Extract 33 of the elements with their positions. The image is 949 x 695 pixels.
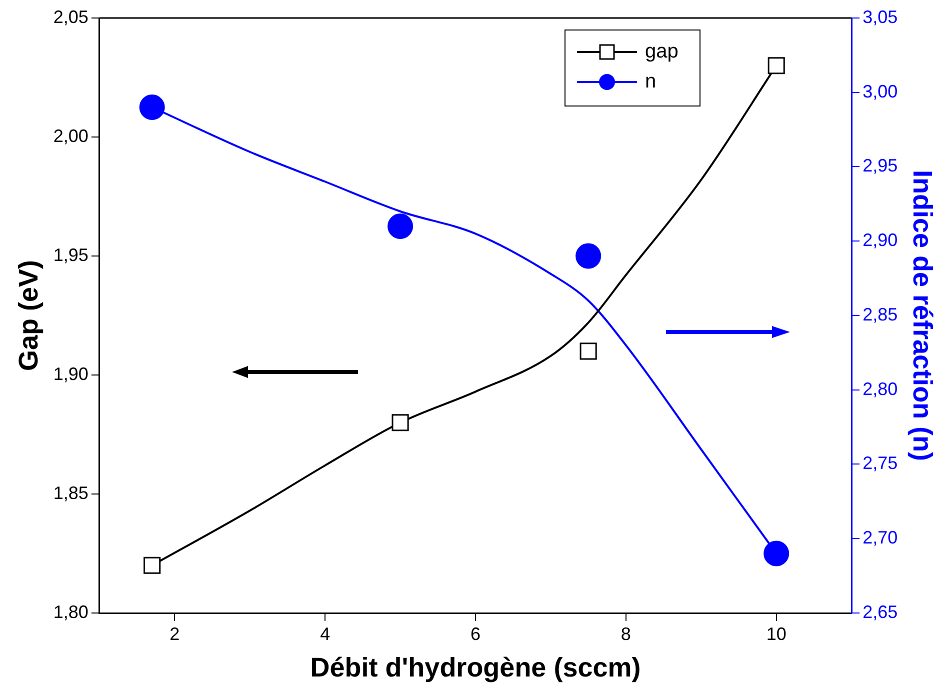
x-tick-label: 10 [766, 624, 786, 644]
point [764, 540, 790, 566]
y-tick-label: 2,05 [53, 6, 88, 27]
y2-tick-label: 2,75 [862, 453, 898, 474]
x-tick-label: 8 [620, 624, 631, 644]
point [576, 243, 602, 269]
x-tick-label: 6 [470, 624, 481, 644]
y2-tick-label: 2,70 [862, 528, 898, 548]
y2-axis-title: Indice de réfraction (n) [907, 170, 938, 462]
y2-tick-label: 2,65 [862, 602, 898, 622]
x-tick-label: 4 [320, 624, 330, 644]
y2-tick-label: 2,85 [862, 304, 898, 324]
y2-tick-label: 3,00 [862, 81, 898, 102]
y-tick-label: 1,95 [53, 244, 88, 265]
point [388, 214, 414, 239]
y-axis-title: Gap (eV) [14, 260, 44, 372]
point [580, 342, 597, 360]
legend-label: n [645, 70, 656, 93]
y-tick-label: 1,90 [53, 364, 88, 384]
x-axis-title: Débit d'hydrogène (sccm) [310, 652, 641, 682]
y-tick-label: 1,80 [53, 602, 88, 622]
point [768, 57, 785, 74]
point [144, 556, 161, 574]
point [392, 414, 409, 432]
y-tick-label: 1,85 [53, 482, 88, 503]
y2-tick-label: 2,90 [862, 230, 898, 250]
y2-tick-label: 3,05 [862, 6, 898, 27]
legend-label: gap [645, 40, 678, 63]
y2-tick-label: 2,80 [862, 378, 898, 399]
point [139, 94, 165, 120]
y2-tick-label: 2,95 [862, 156, 898, 176]
y-tick-label: 2,00 [53, 126, 88, 146]
x-tick-label: 2 [170, 624, 180, 644]
